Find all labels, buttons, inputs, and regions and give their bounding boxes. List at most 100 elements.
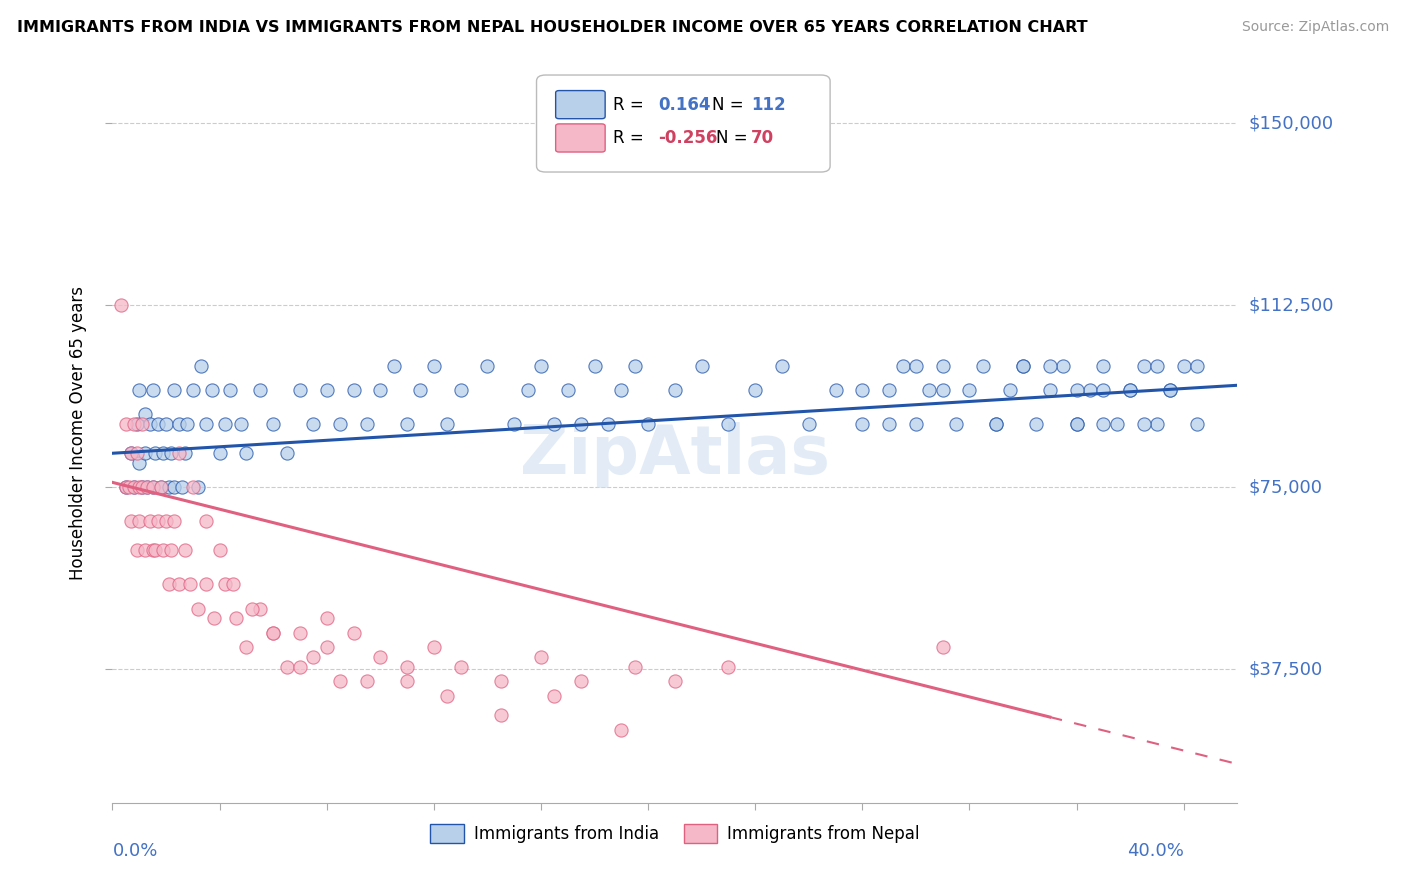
Point xyxy=(329,417,352,431)
Point xyxy=(877,417,900,431)
Point xyxy=(134,408,156,422)
Point xyxy=(851,383,873,397)
Text: 70: 70 xyxy=(751,129,775,147)
Point xyxy=(1066,417,1088,431)
Point xyxy=(181,480,204,494)
Point xyxy=(120,514,142,528)
Point xyxy=(623,660,645,674)
Point xyxy=(160,543,183,558)
Point xyxy=(489,708,512,723)
Point xyxy=(1146,359,1168,373)
Text: -0.256: -0.256 xyxy=(658,129,717,147)
Point xyxy=(115,480,138,494)
FancyBboxPatch shape xyxy=(555,91,605,119)
Point xyxy=(117,480,139,494)
Point xyxy=(173,446,195,460)
Point xyxy=(423,640,446,655)
Point xyxy=(356,417,378,431)
Point xyxy=(1173,359,1195,373)
Point xyxy=(288,660,311,674)
Point xyxy=(516,383,538,397)
Point xyxy=(477,359,499,373)
Point xyxy=(142,383,165,397)
Point xyxy=(262,626,284,640)
Point xyxy=(770,359,793,373)
Point xyxy=(157,480,180,494)
Point xyxy=(959,383,981,397)
Point xyxy=(1078,383,1101,397)
Point xyxy=(142,480,165,494)
Point xyxy=(1052,359,1074,373)
Point xyxy=(1105,417,1128,431)
Point xyxy=(569,674,592,689)
Point xyxy=(200,383,222,397)
Text: R =: R = xyxy=(613,95,644,113)
Point xyxy=(152,543,174,558)
Point xyxy=(125,543,148,558)
Point xyxy=(489,674,512,689)
Point xyxy=(356,674,378,689)
Point xyxy=(142,480,165,494)
Point xyxy=(450,383,472,397)
Point xyxy=(851,417,873,431)
Point xyxy=(610,383,633,397)
Point xyxy=(155,514,177,528)
Point xyxy=(945,417,967,431)
Point xyxy=(240,601,263,615)
Point xyxy=(1012,359,1035,373)
Point xyxy=(315,611,337,625)
Point xyxy=(195,514,218,528)
Point xyxy=(235,640,257,655)
Point xyxy=(569,417,592,431)
Y-axis label: Householder Income Over 65 years: Householder Income Over 65 years xyxy=(69,285,87,580)
Point xyxy=(664,383,686,397)
Point xyxy=(143,446,166,460)
Text: Source: ZipAtlas.com: Source: ZipAtlas.com xyxy=(1241,20,1389,34)
Point xyxy=(1159,383,1181,397)
Point xyxy=(583,359,606,373)
Point xyxy=(315,640,337,655)
Point xyxy=(155,417,177,431)
Point xyxy=(904,359,927,373)
Point xyxy=(368,650,391,665)
Text: 40.0%: 40.0% xyxy=(1126,842,1184,860)
Point xyxy=(139,417,162,431)
Point xyxy=(315,383,337,397)
Point xyxy=(229,417,252,431)
Point xyxy=(1119,383,1142,397)
Point xyxy=(163,383,186,397)
Point xyxy=(160,446,183,460)
Point xyxy=(543,689,565,703)
Point xyxy=(115,480,138,494)
Text: N =: N = xyxy=(711,95,744,113)
Point xyxy=(382,359,405,373)
Point xyxy=(169,577,191,591)
Point xyxy=(249,383,271,397)
Text: 0.164: 0.164 xyxy=(658,95,710,113)
Point xyxy=(797,417,820,431)
Point xyxy=(225,611,247,625)
FancyBboxPatch shape xyxy=(537,75,830,172)
Point xyxy=(342,626,364,640)
Legend: Immigrants from India, Immigrants from Nepal: Immigrants from India, Immigrants from N… xyxy=(423,817,927,850)
Point xyxy=(1092,417,1115,431)
Point xyxy=(202,611,225,625)
Point xyxy=(972,359,994,373)
Point xyxy=(181,383,204,397)
Point xyxy=(128,456,150,470)
Point xyxy=(179,577,201,591)
Point xyxy=(717,660,740,674)
Point xyxy=(342,383,364,397)
Point xyxy=(1039,383,1062,397)
Point xyxy=(1066,383,1088,397)
Point xyxy=(122,480,145,494)
Point xyxy=(128,480,150,494)
Point xyxy=(136,480,159,494)
Point xyxy=(176,417,198,431)
Point xyxy=(128,383,150,397)
Point xyxy=(134,446,156,460)
Point xyxy=(131,480,153,494)
Text: 0.0%: 0.0% xyxy=(112,842,157,860)
Point xyxy=(169,417,191,431)
Point xyxy=(690,359,713,373)
